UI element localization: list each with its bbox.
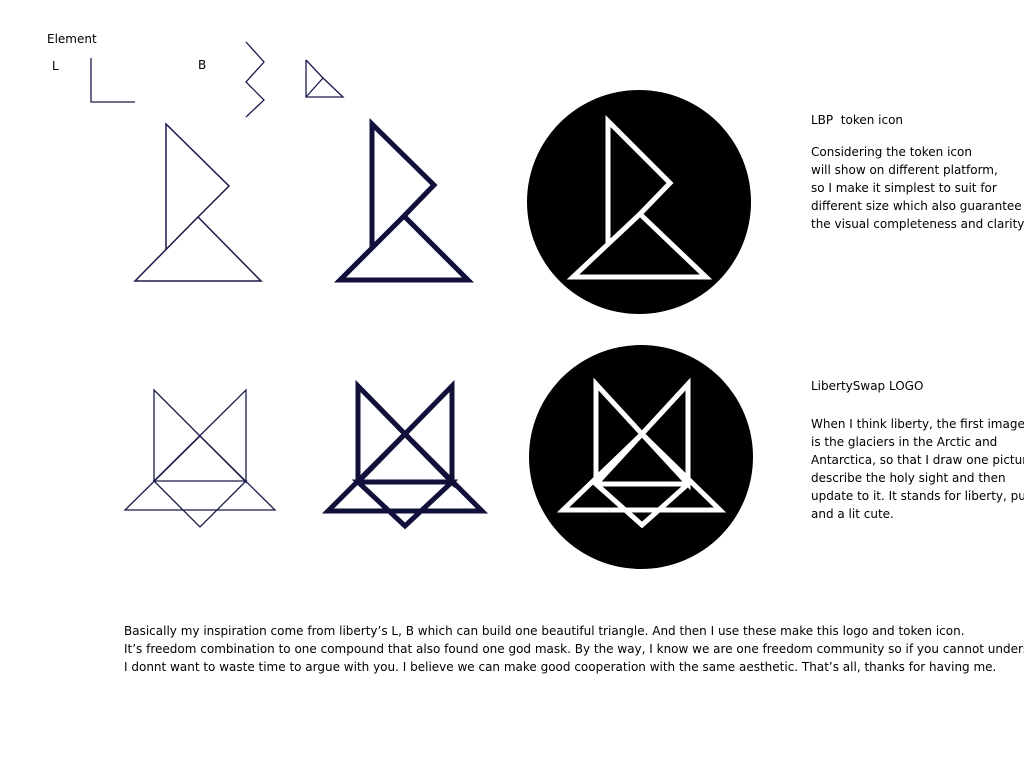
logo-desc-line: describe the holy sight and then bbox=[811, 471, 1006, 485]
token-icon-badge bbox=[527, 90, 751, 314]
b-element-label: B bbox=[198, 58, 207, 72]
logo-desc-line: update to it. It stands for liberty, pur… bbox=[811, 489, 1024, 503]
inspiration-paragraph: Basically my inspiration come from liber… bbox=[124, 622, 1024, 676]
logo-badge bbox=[529, 345, 753, 569]
logo-outline-thin bbox=[123, 388, 277, 528]
b-shape-element bbox=[245, 41, 265, 118]
inspiration-line: Basically my inspiration come from liber… bbox=[124, 624, 965, 638]
l-shape-element bbox=[90, 58, 135, 103]
inspiration-line: It’s freedom combination to one compound… bbox=[124, 642, 1024, 656]
triangle-element bbox=[305, 59, 345, 98]
element-heading: Element bbox=[47, 32, 97, 46]
logo-title: LibertySwap LOGO bbox=[811, 379, 924, 393]
logo-desc-line: Antarctica, so that I draw one picture bbox=[811, 453, 1024, 467]
inspiration-line: I donnt want to waste time to argue with… bbox=[124, 660, 997, 674]
token-icon-outline-thin bbox=[133, 122, 263, 282]
logo-description: When I think liberty, the first image is… bbox=[811, 415, 1024, 523]
token-icon-outline-bold bbox=[333, 118, 475, 283]
logo-desc-line: is the glaciers in the Arctic and bbox=[811, 435, 998, 449]
l-element-label: L bbox=[52, 59, 59, 73]
token-icon-desc-line: so I make it simplest to suit for bbox=[811, 181, 997, 195]
token-icon-desc-line: will show on different platform, bbox=[811, 163, 998, 177]
token-icon-desc-line: different size which also guarantee bbox=[811, 199, 1022, 213]
token-icon-desc-line: Considering the token icon bbox=[811, 145, 972, 159]
logo-desc-line: and a lit cute. bbox=[811, 507, 894, 521]
token-icon-desc-line: the visual completeness and clarity bbox=[811, 217, 1024, 231]
logo-outline-bold bbox=[321, 379, 489, 530]
token-icon-description: Considering the token icon will show on … bbox=[811, 143, 1024, 233]
token-icon-title: LBP token icon bbox=[811, 113, 904, 127]
logo-desc-line: When I think liberty, the first image bbox=[811, 417, 1024, 431]
